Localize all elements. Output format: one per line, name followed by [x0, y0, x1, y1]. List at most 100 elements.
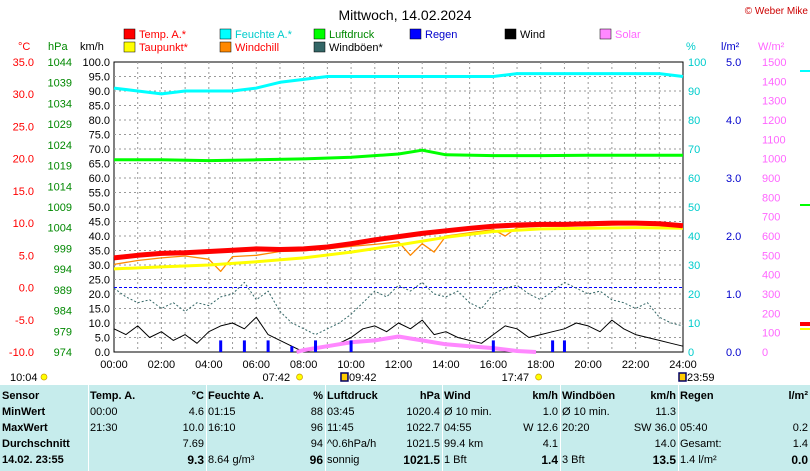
pressure-tick-label: 1039: [48, 78, 72, 90]
rain-unit-label: l/m²: [721, 41, 740, 53]
pressure-tick-label: 984: [54, 306, 72, 318]
sunrise-time: 07:42: [263, 372, 291, 384]
temp-time: 21:30: [90, 422, 118, 434]
legend-label: Solar: [615, 29, 641, 41]
x-tick-label: 20:00: [574, 359, 602, 371]
wind-label: 99.4 km: [444, 438, 484, 450]
statistics-panel: Sensor Temp. A. °C Feuchte A. % Luftdruc…: [0, 385, 810, 471]
temp-tick-label: 20.0: [13, 154, 34, 166]
col-humidity-unit: %: [313, 390, 323, 402]
rain-bar: [314, 340, 318, 352]
sunrise-icon: [296, 373, 303, 381]
press-time: sonnig: [327, 454, 360, 466]
wind-tick-label: 15.0: [89, 304, 110, 316]
col-sensor: Sensor: [2, 390, 40, 402]
temp-tick-label: 25.0: [13, 121, 34, 133]
wind-label: Ø 10 min.: [444, 406, 492, 418]
moonset-icon: [678, 372, 687, 382]
temp-value: 4.6: [188, 406, 204, 418]
pressure-tick-label: 989: [54, 285, 72, 297]
press-time: 03:45: [327, 406, 355, 418]
rain-label: [678, 404, 742, 420]
humidity-tick-label: 70: [688, 144, 700, 156]
wind-tick-label: 100.0: [82, 57, 110, 69]
col-gust: Windböen: [562, 390, 616, 402]
rain-label: 05:40: [680, 422, 708, 434]
legend-label: Temp. A.*: [139, 29, 187, 41]
humidity-tick-label: 0: [688, 347, 694, 359]
row-label: MinWert: [2, 406, 46, 418]
wind-value: 4.1: [542, 438, 558, 450]
humidity-tick-label: 60: [688, 173, 700, 185]
solar-tick-label: 1400: [762, 76, 786, 88]
rain-tick-label: 1.0: [726, 289, 741, 301]
rain-bar: [551, 340, 555, 352]
legend-swatch: [599, 28, 612, 40]
gust-label: 3 Bft: [562, 454, 585, 466]
col-rain-unit: l/m²: [788, 390, 808, 402]
x-tick-label: 10:00: [337, 359, 365, 371]
press-time: ^0.6hPa/h: [327, 438, 377, 450]
wind-tick-label: 20.0: [89, 289, 110, 301]
wind-tick-label: 75.0: [89, 130, 110, 142]
gust-value: 11.3: [655, 406, 676, 418]
pressure-tick-label: 974: [54, 347, 72, 359]
pressure-tick-label: 1004: [48, 223, 72, 235]
solar-tick-label: 600: [762, 231, 780, 243]
x-tick-label: 02:00: [148, 359, 176, 371]
moonrise-icon: [340, 372, 349, 382]
edge-humidity-mark: [800, 70, 810, 72]
solar-tick-label: 1500: [762, 57, 786, 69]
stats-row-min: MinWert 00:00 4.6 01:15 88 03:45 1020.4 …: [0, 404, 810, 420]
pressure-tick-label: 1024: [48, 140, 72, 152]
wind-tick-label: 55.0: [89, 188, 110, 200]
solar-tick-label: 100: [762, 328, 780, 340]
x-tick-label: 04:00: [195, 359, 223, 371]
copyright-text: © Weber Mike: [745, 6, 809, 17]
solar-tick-label: 300: [762, 289, 780, 301]
series-temp-a-line: [113, 220, 684, 261]
pressure-tick-label: 1044: [48, 57, 72, 69]
humidity-tick-label: 50: [688, 202, 700, 214]
temp-time: [88, 436, 158, 452]
col-gust-unit: km/h: [650, 390, 676, 402]
x-tick-label: 12:00: [385, 359, 413, 371]
solar-unit-label: W/m²: [758, 41, 785, 53]
hum-value: 94: [310, 438, 323, 450]
gust-label: Ø 10 min.: [562, 406, 610, 418]
humidity-tick-label: 40: [688, 231, 700, 243]
legend-swatch: [313, 41, 326, 53]
hum-time: [206, 436, 278, 452]
x-tick-label: 08:00: [290, 359, 318, 371]
wind-value: W 12.6: [523, 422, 558, 434]
legend-label: Windchill: [235, 42, 279, 54]
humidity-tick-label: 90: [688, 86, 700, 98]
stats-header-row: Sensor Temp. A. °C Feuchte A. % Luftdruc…: [0, 388, 810, 404]
wind-tick-label: 80.0: [89, 115, 110, 127]
legend-swatch: [313, 28, 326, 40]
humidity-tick-label: 20: [688, 289, 700, 301]
rain-tick-label: 5.0: [726, 57, 741, 69]
rain-value: 0.2: [792, 422, 808, 434]
legend-swatch: [123, 28, 136, 40]
pressure-unit-label: hPa: [48, 41, 68, 53]
sunset-icon: [535, 373, 542, 381]
rain-bar: [290, 346, 294, 352]
rain-bar: [242, 340, 246, 352]
wind-tick-label: 45.0: [89, 217, 110, 229]
legend-swatch: [409, 28, 422, 40]
wind-tick-label: 65.0: [89, 159, 110, 171]
humidity-tick-label: 80: [688, 115, 700, 127]
legend-swatch: [219, 28, 232, 40]
wind-value: 1.0: [542, 406, 558, 418]
temp-tick-label: 0.0: [19, 283, 34, 295]
col-wind: Wind: [444, 390, 471, 402]
chart-title: Mittwoch, 14.02.2024: [338, 7, 471, 23]
wind-tick-label: 95.0: [89, 72, 110, 84]
pressure-tick-label: 999: [54, 243, 72, 255]
press-value: 1021.5: [403, 453, 440, 467]
rain-tick-label: 3.0: [726, 173, 741, 185]
col-wind-unit: km/h: [532, 390, 558, 402]
solar-tick-label: 1100: [762, 134, 786, 146]
temp-value: 10.0: [182, 422, 204, 434]
